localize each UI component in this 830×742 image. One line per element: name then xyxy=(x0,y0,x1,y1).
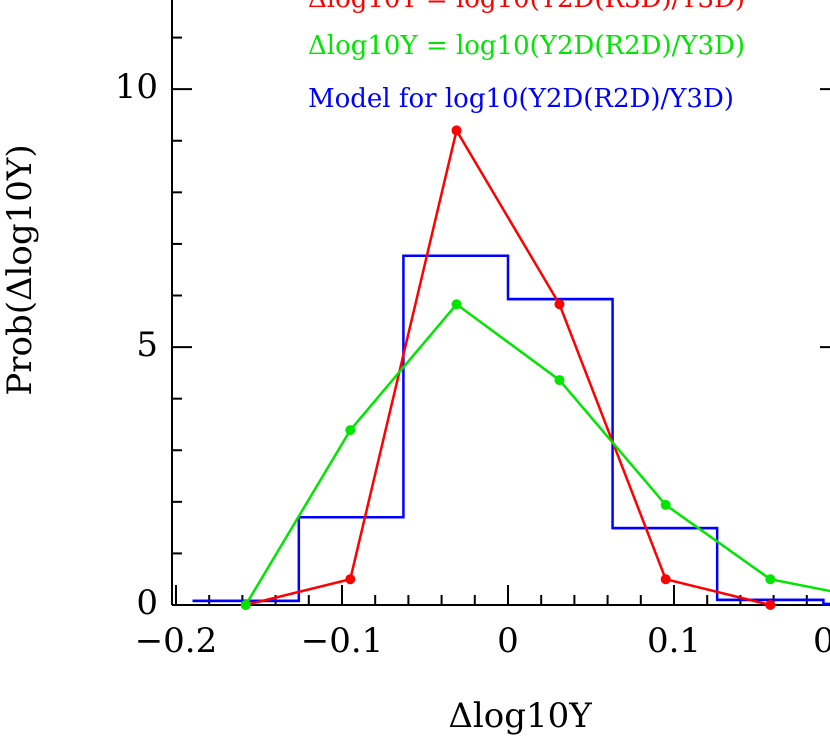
series-line xyxy=(245,127,771,607)
data-point xyxy=(765,574,776,585)
data-point xyxy=(345,574,356,585)
x-tick-label: −0.1 xyxy=(301,621,384,661)
y-tick-label: 5 xyxy=(136,325,158,365)
histogram-outline xyxy=(192,254,830,606)
series-line xyxy=(244,302,830,606)
legend-entry: Δlog10Y = log10(Y2D(R2D)/Y3D) xyxy=(308,31,745,61)
data-point xyxy=(660,574,671,585)
data-point xyxy=(660,499,671,510)
data-point xyxy=(240,600,251,610)
x-tick-label: −0.2 xyxy=(135,621,218,661)
y-tick-label: 0 xyxy=(136,583,158,623)
x-tick-label: 0.2 xyxy=(813,621,830,661)
legend-entry: Δlog10Y = log10(Y2D(R3D)/Y3D) xyxy=(308,0,745,14)
legend-entry: Model for log10(Y2D(R2D)/Y3D) xyxy=(308,84,734,114)
y-tick-label: 10 xyxy=(115,67,158,107)
x-tick-label: 0.1 xyxy=(647,621,701,661)
x-axis-label: Δlog10Y xyxy=(448,696,592,736)
data-point xyxy=(451,125,462,136)
data-point xyxy=(765,600,776,610)
y-axis-label: Prob(Δlog10Y) xyxy=(0,144,40,395)
data-point xyxy=(554,299,565,310)
data-point xyxy=(345,425,356,436)
data-point xyxy=(451,299,462,310)
data-point xyxy=(554,375,565,386)
x-tick-label: 0 xyxy=(497,621,519,661)
